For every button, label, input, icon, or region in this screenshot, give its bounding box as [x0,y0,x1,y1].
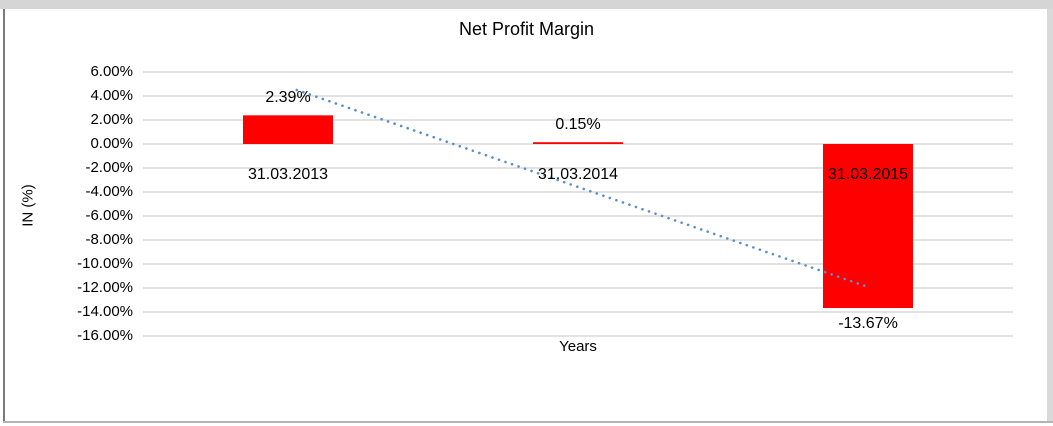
bar [243,115,333,144]
window-left-border [3,9,5,423]
window-bottom-border [3,421,1053,423]
window-top-band [0,0,1053,9]
window-right-border [1047,9,1053,421]
chart-title: Net Profit Margin [458,19,595,39]
bar [823,144,913,309]
x-axis-title: Years [559,338,597,355]
bar [533,142,623,144]
